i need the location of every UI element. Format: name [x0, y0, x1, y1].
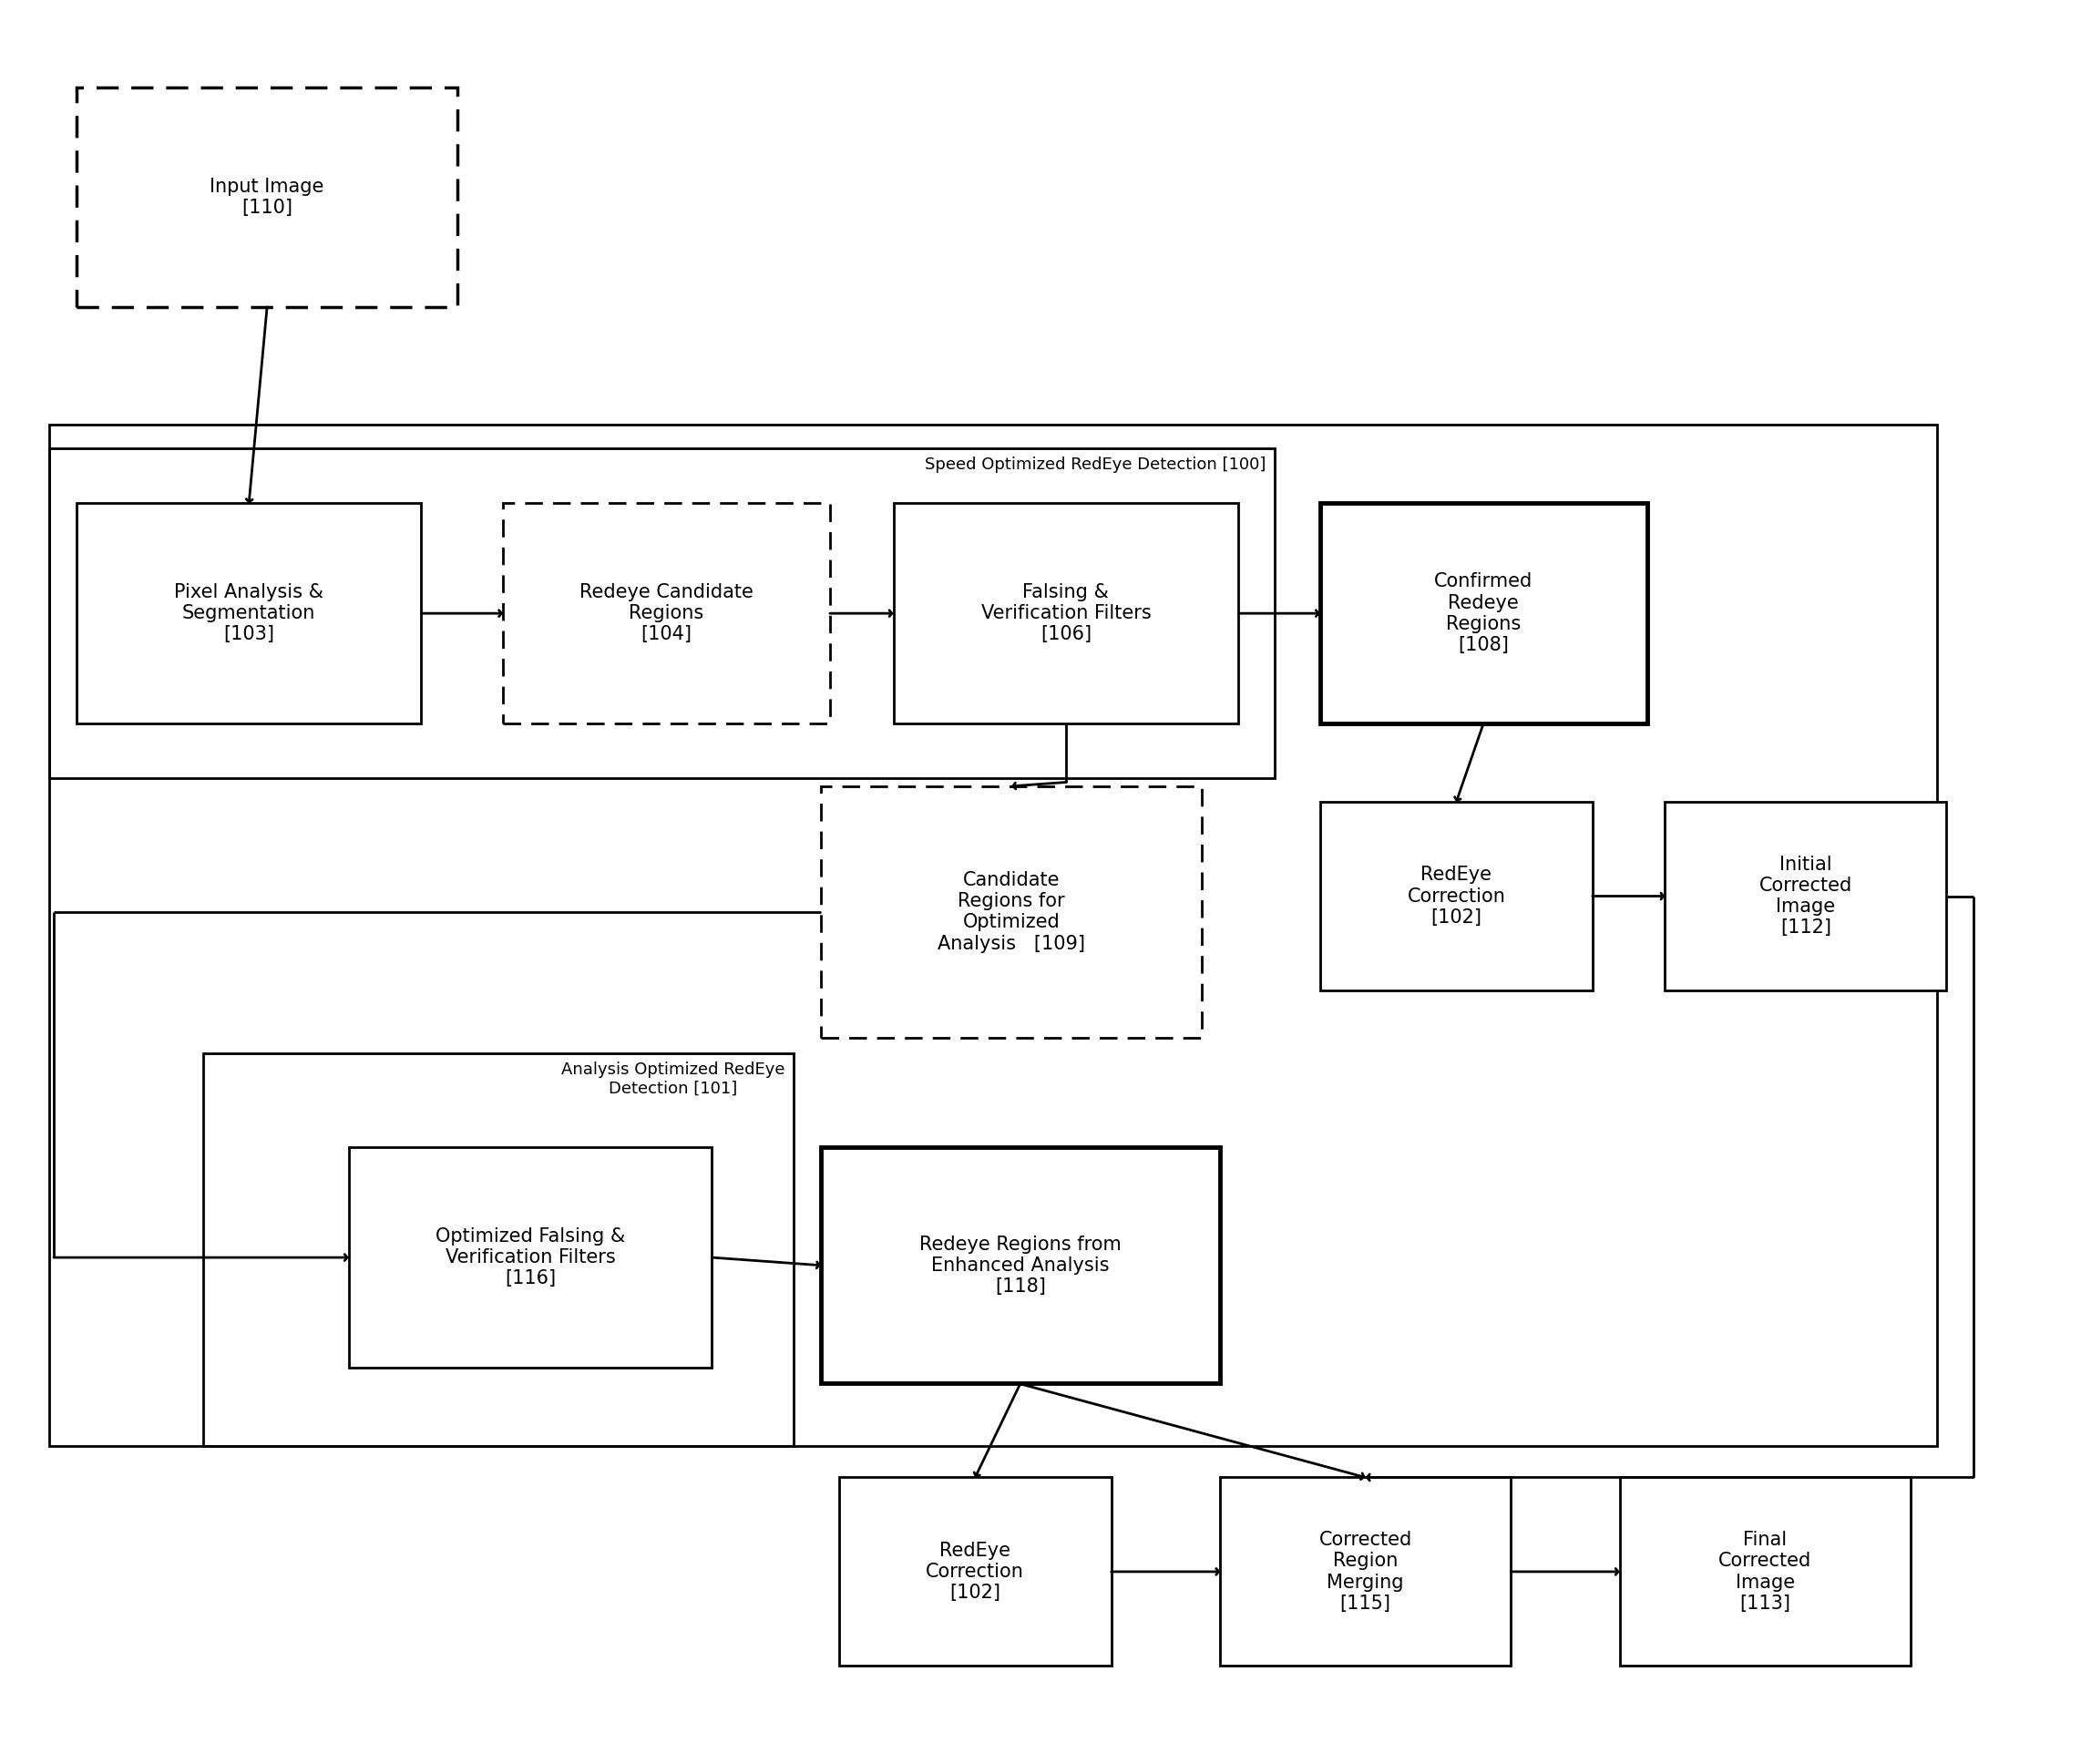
Bar — [504, 503, 830, 723]
Text: Analysis Optimized RedEye
Detection [101]: Analysis Optimized RedEye Detection [101… — [560, 1062, 785, 1097]
Text: RedEye
Correction
[102]: RedEye Correction [102] — [926, 1542, 1024, 1602]
Bar — [204, 1053, 793, 1446]
Bar — [1319, 503, 1646, 723]
Text: Redeye Candidate
Regions
[104]: Redeye Candidate Regions [104] — [579, 584, 753, 644]
Text: Initial
Corrected
Image
[112]: Initial Corrected Image [112] — [1758, 856, 1852, 937]
Bar — [893, 503, 1238, 723]
Text: Falsing &
Verification Filters
[106]: Falsing & Verification Filters [106] — [980, 584, 1151, 644]
Text: RedEye
Correction
[102]: RedEye Correction [102] — [1407, 866, 1505, 926]
Bar — [350, 1148, 712, 1367]
Bar — [839, 1478, 1111, 1665]
Text: Optimized Falsing &
Verification Filters
[116]: Optimized Falsing & Verification Filters… — [435, 1228, 624, 1288]
Text: Corrected
Region
Merging
[115]: Corrected Region Merging [115] — [1319, 1531, 1413, 1612]
Text: Pixel Analysis &
Segmentation
[103]: Pixel Analysis & Segmentation [103] — [175, 584, 325, 644]
Bar — [1665, 803, 1946, 990]
Bar — [1219, 1478, 1511, 1665]
Bar — [50, 425, 1937, 1446]
Bar — [77, 503, 420, 723]
Bar — [50, 448, 1276, 778]
Bar — [1319, 803, 1592, 990]
Text: Speed Optimized RedEye Detection [100]: Speed Optimized RedEye Detection [100] — [924, 457, 1265, 473]
Bar — [77, 86, 458, 307]
Text: Candidate
Regions for
Optimized
Analysis   [109]: Candidate Regions for Optimized Analysis… — [939, 871, 1086, 953]
Bar — [1619, 1478, 1910, 1665]
Bar — [820, 787, 1203, 1037]
Text: Confirmed
Redeye
Regions
[108]: Confirmed Redeye Regions [108] — [1434, 573, 1534, 654]
Bar — [820, 1148, 1219, 1383]
Text: Input Image
[110]: Input Image [110] — [210, 178, 325, 217]
Text: Redeye Regions from
Enhanced Analysis
[118]: Redeye Regions from Enhanced Analysis [1… — [920, 1235, 1122, 1295]
Text: Final
Corrected
Image
[113]: Final Corrected Image [113] — [1719, 1531, 1810, 1612]
